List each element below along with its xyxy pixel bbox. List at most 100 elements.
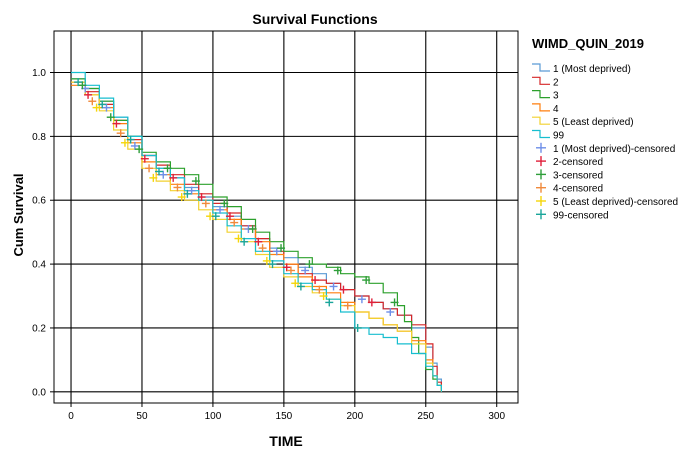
legend-item-1: 1 (Most deprived) — [532, 63, 631, 75]
y-tick-label: 0.4 — [32, 260, 46, 271]
legend-item-6: 99 — [532, 129, 565, 142]
censor-marker — [126, 135, 135, 144]
tick-labels: 0 50 100 150 200 250 300 0.0 0.2 0.4 0.6 0.8 1.0 — [32, 68, 505, 422]
censor-marker — [230, 218, 239, 227]
legend-line-swatch — [532, 116, 550, 125]
censor-marker — [343, 301, 352, 310]
censor-marker — [296, 282, 305, 291]
legend-line-swatch — [532, 90, 550, 99]
legend-item-4: 4 — [532, 103, 559, 115]
x-tick-label: 250 — [417, 411, 434, 422]
y-tick-label: 0.2 — [32, 323, 46, 334]
censor-marker — [116, 129, 125, 138]
censor-marker — [98, 100, 107, 109]
censor-marker — [187, 186, 196, 195]
censor-marker — [254, 237, 263, 246]
legend-label: 5 (Least deprived) — [553, 117, 634, 128]
legend-item-censored-5: 5 (Least deprived)-censored — [536, 196, 678, 208]
legend-line-swatch — [532, 129, 550, 139]
x-tick-label: 200 — [346, 411, 363, 422]
legend-label: 99 — [553, 131, 565, 142]
censor-marker — [325, 298, 334, 307]
censor-marker — [183, 189, 192, 198]
censor-marker — [169, 173, 178, 182]
censor-marker — [106, 113, 115, 122]
censor-marker — [272, 247, 281, 256]
censor-marker — [225, 212, 234, 221]
legend-item-censored-3: 3-censored — [536, 169, 603, 181]
censor-marker — [140, 154, 149, 163]
censor-marker — [220, 199, 229, 208]
legend-item-censored-2: 2-censored — [536, 156, 603, 168]
censor-marker — [277, 244, 286, 253]
censor-marker — [301, 266, 310, 275]
censor-marker — [386, 307, 395, 316]
censor-marker — [155, 167, 164, 176]
legend-label: 2 — [553, 77, 559, 88]
censor-marker — [130, 141, 139, 150]
censor-marker — [286, 266, 295, 275]
legend-item-3: 3 — [532, 90, 559, 102]
legend-label: 1 (Most deprived) — [553, 64, 631, 75]
y-tick-label: 0.6 — [32, 196, 46, 207]
legend-item-5: 5 (Least deprived) — [532, 116, 634, 128]
censor-marker — [362, 276, 371, 285]
censor-marker — [112, 119, 121, 128]
x-tick-label: 0 — [68, 411, 74, 422]
legend-label: 3 — [553, 91, 559, 102]
censor-marker — [145, 164, 154, 173]
legend-line-swatch — [532, 103, 550, 112]
y-tick-label: 1.0 — [32, 68, 46, 79]
censor-marker — [291, 279, 300, 288]
censor-marker — [177, 193, 186, 202]
y-tick-label: 0.0 — [32, 387, 46, 398]
censor-marker — [201, 199, 210, 208]
legend-label: 4-censored — [553, 184, 603, 195]
censor-marker — [149, 173, 158, 182]
legend-item-censored-1: 1 (Most deprived)-censored — [536, 142, 675, 155]
y-tick-label: 0.8 — [32, 132, 46, 143]
legend-label: 3-censored — [553, 170, 603, 181]
x-tick-label: 100 — [205, 411, 222, 422]
plot-frame — [53, 30, 519, 404]
censor-marker — [234, 234, 243, 243]
censor-marker — [84, 90, 93, 99]
censor-marker — [315, 285, 324, 294]
x-tick-label: 300 — [488, 411, 505, 422]
censor-marker — [262, 256, 271, 265]
legend-item-2: 2 — [532, 76, 559, 88]
censor-marker — [282, 263, 291, 272]
censor-marker — [353, 323, 362, 332]
legend-items: 1 (Most deprived) 2 3 4 5 (Least deprived) 99… — [532, 63, 678, 221]
legend-title: WIMD_QUIN_2019 — [532, 36, 644, 51]
censor-marker — [88, 97, 97, 106]
censor-marker — [390, 298, 399, 307]
censor-marker — [191, 177, 200, 186]
legend-line-swatch — [532, 63, 550, 72]
censor-marker — [92, 103, 101, 112]
legend-label: 5 (Least deprived)-censored — [553, 197, 678, 208]
censor-marker — [329, 282, 338, 291]
chart-title: Survival Functions — [252, 11, 377, 27]
censor-marker — [333, 266, 342, 275]
censor-marker — [268, 260, 277, 269]
legend-line-swatch — [532, 76, 550, 85]
censor-marker — [305, 260, 314, 269]
censor-marker — [135, 145, 144, 154]
censor-marker — [102, 103, 111, 112]
censor-marker — [248, 224, 257, 233]
censor-marker — [78, 81, 87, 90]
legend-label: 4 — [553, 104, 559, 115]
censor-marker — [240, 237, 249, 246]
censor-layer — [74, 78, 399, 332]
censor-marker — [367, 298, 376, 307]
legend-item-censored-4: 4-censored — [536, 182, 603, 195]
legend-label: 2-censored — [553, 157, 603, 168]
plot-area — [53, 30, 519, 404]
censor-marker — [258, 244, 267, 253]
x-tick-label: 50 — [136, 411, 148, 422]
x-axis-label: TIME — [269, 433, 302, 449]
